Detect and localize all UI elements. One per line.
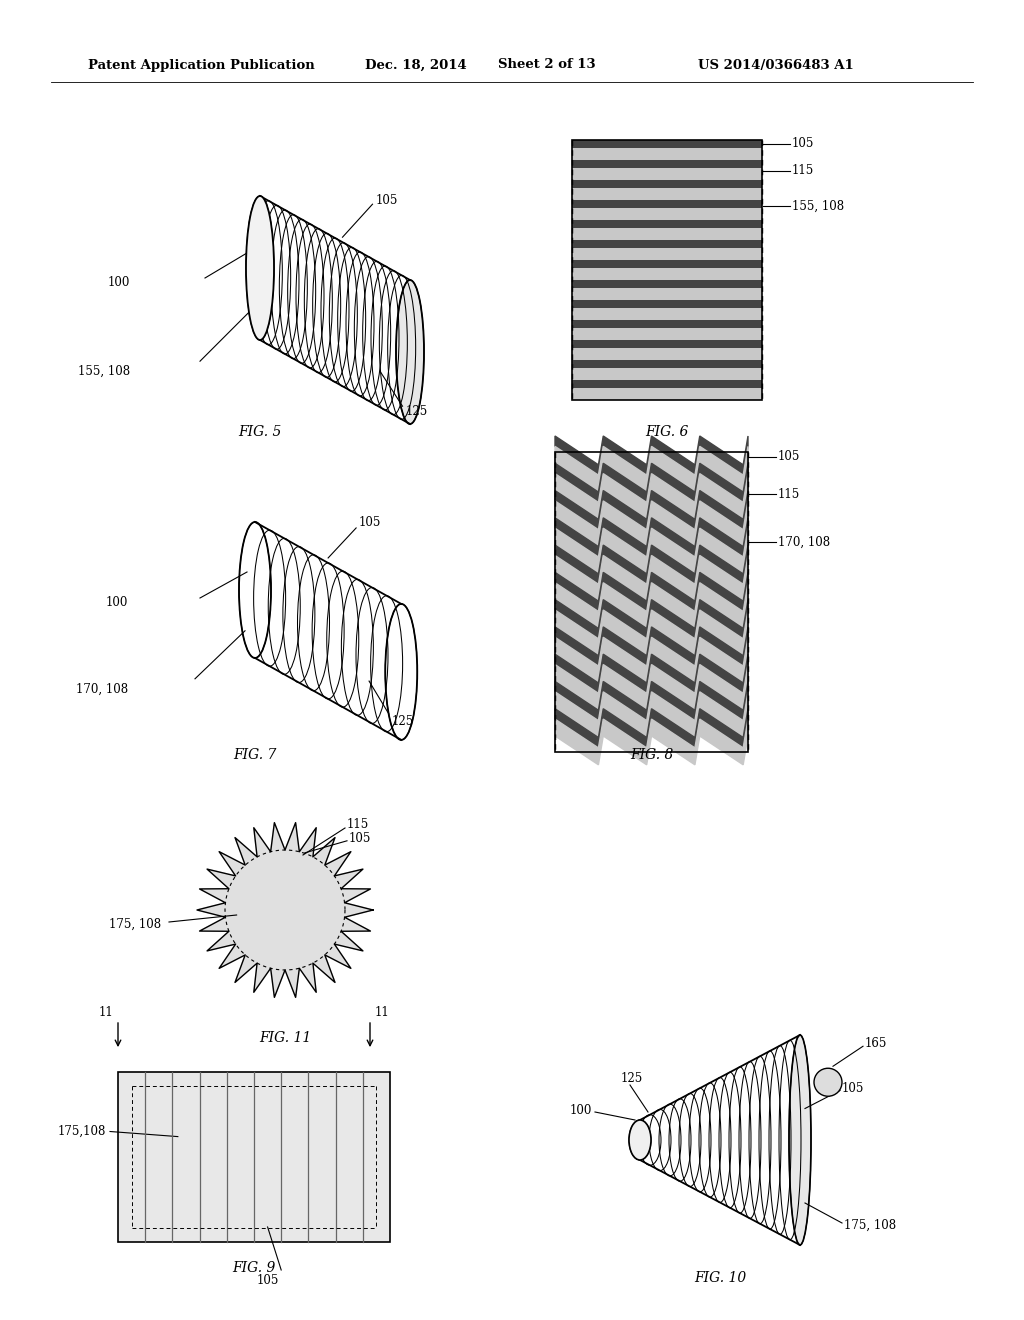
Text: 125: 125 xyxy=(406,405,428,417)
Bar xyxy=(572,220,762,227)
Text: 115: 115 xyxy=(792,165,814,177)
Ellipse shape xyxy=(396,280,424,424)
Text: 175,108: 175,108 xyxy=(57,1125,106,1138)
Text: 155, 108: 155, 108 xyxy=(792,199,844,213)
Bar xyxy=(572,347,762,360)
Bar xyxy=(572,180,762,187)
Bar xyxy=(572,367,762,380)
Polygon shape xyxy=(555,655,748,693)
Text: 105: 105 xyxy=(256,1274,279,1287)
Text: 115: 115 xyxy=(347,818,370,832)
Polygon shape xyxy=(555,582,748,628)
Bar xyxy=(572,201,762,207)
Bar xyxy=(572,341,762,347)
Polygon shape xyxy=(555,610,748,656)
Text: 11: 11 xyxy=(375,1006,390,1019)
Polygon shape xyxy=(197,822,373,998)
Ellipse shape xyxy=(790,1035,811,1245)
Text: 100: 100 xyxy=(569,1104,592,1117)
Text: 11: 11 xyxy=(98,1006,113,1019)
Text: 165: 165 xyxy=(865,1036,888,1049)
Text: 115: 115 xyxy=(778,488,800,500)
Text: 125: 125 xyxy=(621,1072,643,1085)
Bar xyxy=(572,140,762,400)
Polygon shape xyxy=(555,545,748,585)
Text: 175, 108: 175, 108 xyxy=(109,917,161,931)
Bar xyxy=(118,1072,390,1242)
Circle shape xyxy=(814,1068,842,1096)
Text: FIG. 8: FIG. 8 xyxy=(631,748,674,762)
Text: Sheet 2 of 13: Sheet 2 of 13 xyxy=(498,58,596,71)
Text: FIG. 5: FIG. 5 xyxy=(239,425,282,440)
Polygon shape xyxy=(555,528,748,574)
Polygon shape xyxy=(555,599,748,639)
Bar xyxy=(572,308,762,319)
Bar xyxy=(572,168,762,180)
Bar xyxy=(572,248,762,260)
Polygon shape xyxy=(555,556,748,601)
Text: 175, 108: 175, 108 xyxy=(844,1218,896,1232)
Text: 105: 105 xyxy=(349,833,372,845)
Bar xyxy=(572,327,762,341)
Text: Patent Application Publication: Patent Application Publication xyxy=(88,58,314,71)
Bar xyxy=(572,260,762,268)
Polygon shape xyxy=(555,463,748,503)
Bar xyxy=(572,140,762,148)
Polygon shape xyxy=(555,446,748,492)
Polygon shape xyxy=(555,638,748,682)
Polygon shape xyxy=(555,627,748,667)
Text: 100: 100 xyxy=(105,597,128,610)
Bar xyxy=(572,380,762,388)
Bar xyxy=(555,451,748,752)
Bar xyxy=(572,148,762,160)
Text: FIG. 11: FIG. 11 xyxy=(259,1031,311,1045)
Polygon shape xyxy=(555,500,748,546)
Polygon shape xyxy=(555,573,748,611)
Bar xyxy=(572,207,762,220)
Bar xyxy=(572,288,762,300)
Text: US 2014/0366483 A1: US 2014/0366483 A1 xyxy=(698,58,854,71)
Polygon shape xyxy=(555,474,748,519)
Ellipse shape xyxy=(629,1119,651,1160)
Polygon shape xyxy=(555,681,748,721)
Text: 105: 105 xyxy=(792,137,814,150)
Text: 105: 105 xyxy=(376,194,398,207)
Polygon shape xyxy=(555,517,748,557)
Bar xyxy=(572,388,762,400)
Text: FIG. 6: FIG. 6 xyxy=(645,425,689,440)
Text: FIG. 9: FIG. 9 xyxy=(232,1261,275,1275)
Polygon shape xyxy=(555,664,748,710)
Polygon shape xyxy=(555,709,748,748)
Ellipse shape xyxy=(246,195,274,341)
Text: 125: 125 xyxy=(392,714,414,727)
Text: 105: 105 xyxy=(358,516,381,529)
Bar xyxy=(572,319,762,327)
Text: 100: 100 xyxy=(108,276,130,289)
Bar xyxy=(572,300,762,308)
Text: 105: 105 xyxy=(778,450,801,463)
Bar xyxy=(572,187,762,201)
Text: 170, 108: 170, 108 xyxy=(778,536,830,549)
Text: FIG. 7: FIG. 7 xyxy=(233,748,276,762)
Bar xyxy=(572,160,762,168)
Bar xyxy=(572,240,762,248)
Bar xyxy=(572,227,762,240)
Polygon shape xyxy=(555,719,748,764)
Bar xyxy=(572,268,762,280)
Text: 105: 105 xyxy=(842,1082,864,1096)
Polygon shape xyxy=(555,491,748,529)
Bar xyxy=(572,360,762,367)
Polygon shape xyxy=(555,436,748,475)
Text: 170, 108: 170, 108 xyxy=(76,682,128,696)
Text: 155, 108: 155, 108 xyxy=(78,364,130,378)
Polygon shape xyxy=(555,692,748,738)
Text: FIG. 10: FIG. 10 xyxy=(694,1271,746,1284)
Bar xyxy=(572,280,762,288)
Text: Dec. 18, 2014: Dec. 18, 2014 xyxy=(365,58,467,71)
